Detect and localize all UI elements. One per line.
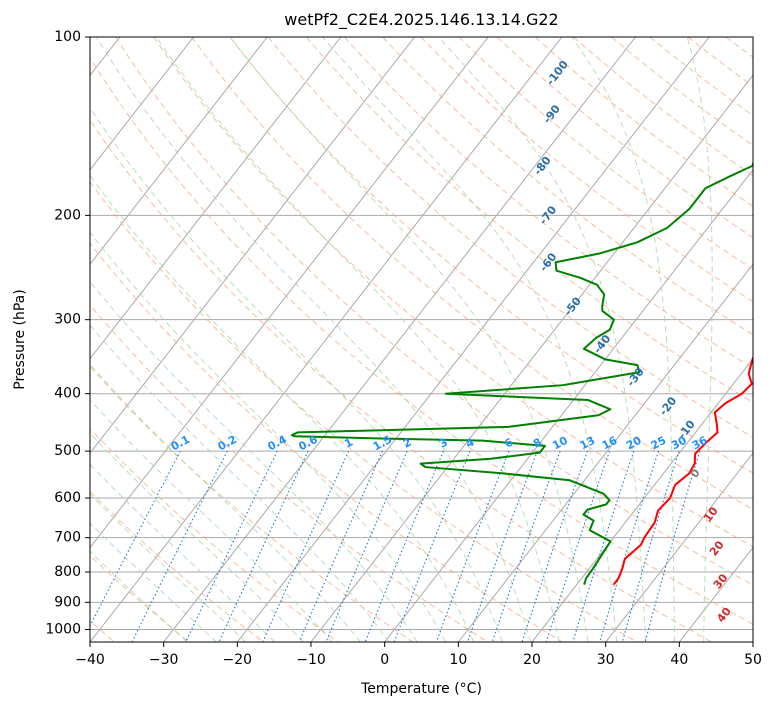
isotherm-line [90, 37, 194, 171]
mixing-ratio-label: 20 [624, 434, 644, 453]
isotherm-line [236, 37, 710, 642]
moist-adiabat-line [90, 493, 246, 642]
profile-series [290, 160, 753, 586]
moist-adiabat-line [686, 37, 713, 642]
y-tick-label: 400 [54, 386, 81, 402]
dry-adiabat-line [90, 427, 339, 642]
dry-adiabat-line [90, 490, 264, 642]
mixing-ratio-line [131, 450, 228, 642]
moist-adiabat-line [90, 522, 217, 642]
mixing-ratio-label: 36 [690, 434, 710, 453]
moist-adiabat-line [90, 324, 390, 642]
dry-adiabat-line [229, 37, 753, 474]
y-tick-label: 600 [54, 490, 81, 506]
x-tick-label: −20 [223, 652, 253, 668]
mixing-ratio-label: 16 [600, 434, 620, 453]
y-tick-label: 500 [54, 443, 81, 459]
isotherm-line [90, 37, 342, 360]
moist-adiabat-line [90, 280, 418, 642]
y-tick-label: 1000 [45, 621, 81, 637]
dry-adiabat-line [90, 56, 753, 625]
mixing-ratio-label: 10 [550, 434, 570, 453]
isotherm-line [90, 37, 563, 642]
moist-adiabat-line [90, 107, 503, 642]
x-tick-label: 50 [744, 652, 762, 668]
mixing-ratio-line [435, 450, 510, 642]
mixing-ratio-label: 25 [649, 434, 669, 453]
moist-adiabat-line [571, 37, 676, 642]
dry-adiabat-line [90, 303, 488, 642]
mixing-ratio-line [393, 450, 471, 642]
x-axis-ticks: −40 −30 −20 −10 0 10 20 30 40 50 [75, 642, 762, 668]
moist-adiabat-line [438, 37, 647, 642]
chart-title: wetPf2_C2E4.2025.146.13.14.G22 [284, 10, 558, 30]
dry-adiabat-line [267, 37, 753, 438]
moist-adiabat-line [90, 463, 275, 642]
y-tick-label: 800 [54, 564, 81, 580]
dry-adiabat-line [90, 365, 414, 642]
isotherm-line [310, 74, 753, 642]
moist-adiabat-line [90, 174, 475, 642]
isotherm-line [163, 37, 636, 642]
moist-adiabat-line [322, 37, 618, 642]
x-tick-label: −40 [75, 652, 105, 668]
mixing-ratio-line [90, 450, 181, 628]
isotherm-line [384, 168, 753, 642]
x-tick-label: 10 [449, 652, 467, 668]
isotherm-line [90, 37, 268, 266]
moist-adiabat-line [95, 37, 532, 642]
dry-adiabat-line [90, 554, 190, 642]
plot-frame [89, 36, 754, 643]
y-tick-label: 200 [54, 207, 81, 223]
moist-adiabat-line [229, 37, 589, 642]
x-axis-label: Temperature (°C) [360, 681, 482, 697]
y-tick-label: 300 [54, 312, 81, 328]
y-tick-label: 900 [54, 594, 81, 610]
moist-adiabat-line [90, 550, 188, 642]
dry-adiabat-line [115, 37, 753, 586]
mixing-ratio-line [621, 450, 680, 642]
mixing-ratio-line [466, 450, 538, 642]
x-tick-label: 0 [380, 652, 389, 668]
isotherm-line [457, 263, 753, 642]
dry-adiabat-line [305, 37, 753, 404]
moist-adiabat-line [155, 37, 560, 642]
mixing-ratio-line [185, 450, 278, 642]
x-tick-label: −30 [149, 652, 179, 668]
mixing-ratio-line [521, 450, 589, 642]
moist-adiabats [90, 37, 713, 642]
moist-adiabat-line [90, 399, 333, 642]
mixing-ratio-label: 13 [578, 434, 598, 453]
x-tick-label: 20 [523, 652, 541, 668]
x-tick-label: 40 [670, 652, 688, 668]
y-axis-label: Pressure (hPa) [12, 289, 28, 389]
y-tick-label: 700 [54, 530, 81, 546]
mixing-ratio-line [364, 450, 444, 642]
isotherm-line [605, 452, 753, 642]
x-tick-label: 30 [597, 652, 615, 668]
mixing-ratio-line [545, 450, 611, 642]
y-tick-label: 100 [54, 29, 81, 45]
moist-adiabat-line [90, 363, 361, 642]
mixing-ratio-line [644, 450, 701, 642]
mixing-ratio-label: 30 [669, 434, 689, 453]
dry-adiabat-line [90, 242, 563, 642]
dewpoint-profile-line [290, 160, 753, 585]
temperature-profile-line [612, 355, 753, 586]
dry-adiabat-line [90, 119, 712, 642]
mixing-ratio-line [218, 450, 309, 642]
dry-adiabats [90, 37, 753, 642]
mixing-ratio-lines [90, 450, 701, 642]
moist-adiabat-line [90, 231, 446, 642]
x-tick-label: −10 [296, 652, 326, 668]
moist-adiabat-line [90, 432, 304, 642]
dry-adiabat-line [191, 37, 753, 511]
isotherm-line [90, 37, 415, 454]
y-axis-ticks: 100 200 300 400 500 600 700 800 900 1000 [45, 29, 90, 637]
isotherm-line [90, 37, 489, 549]
